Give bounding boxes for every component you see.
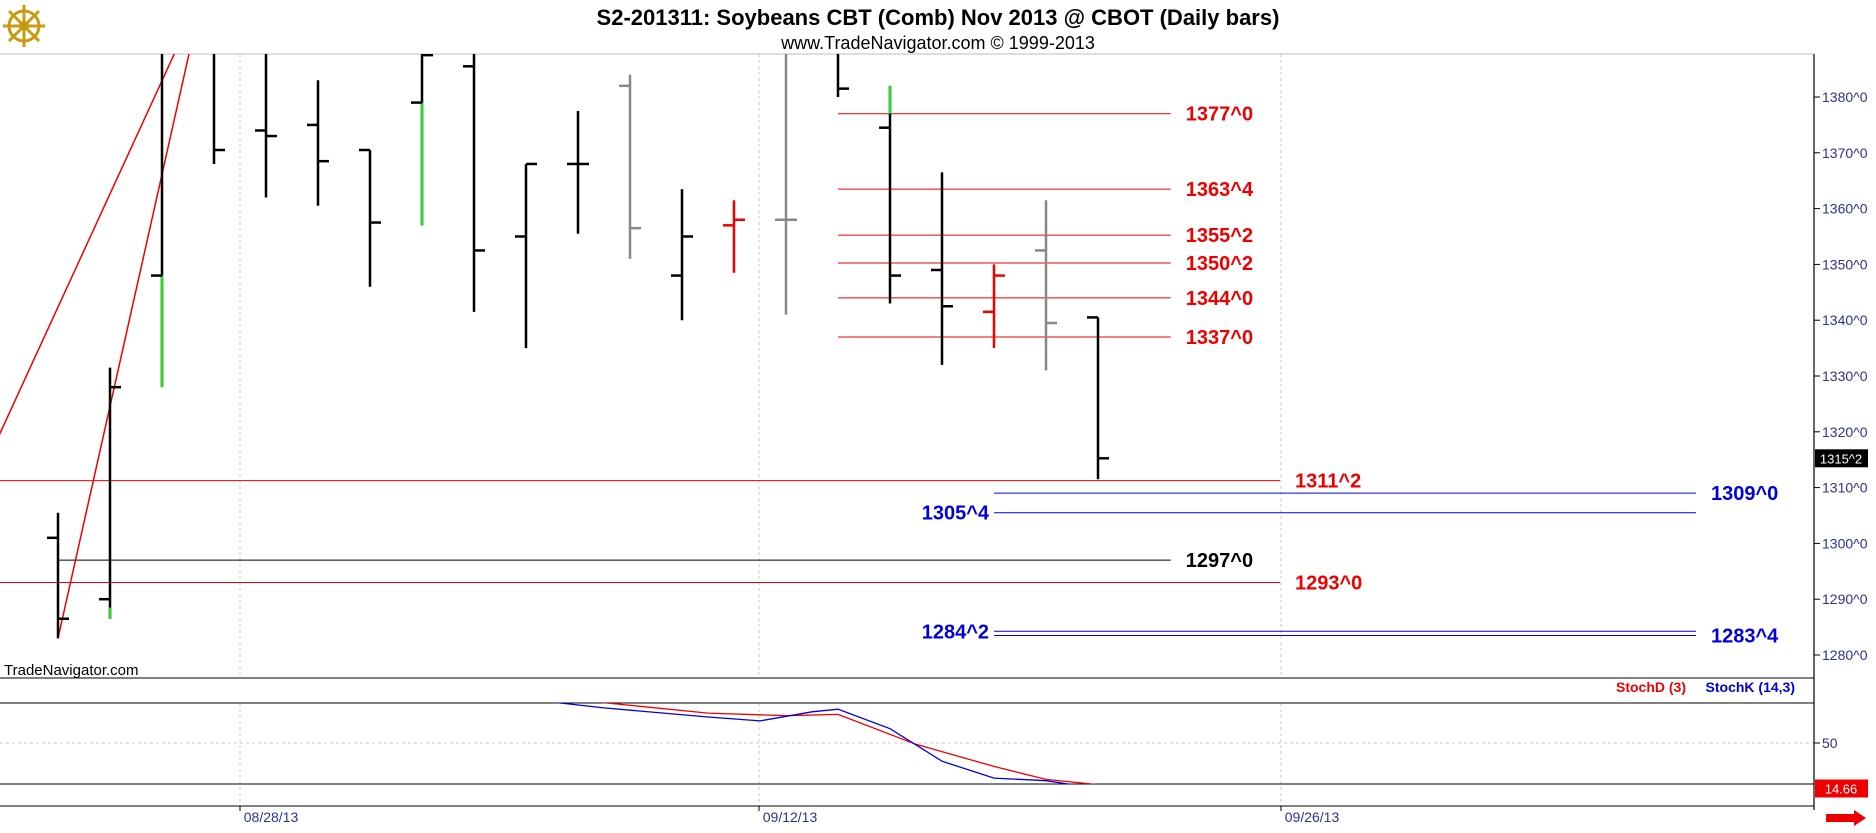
date-tick-label: 08/28/13 — [244, 809, 299, 825]
price-bar — [255, 54, 277, 198]
support-resistance-levels — [0, 113, 1696, 636]
stochastic-axis-labels: 50 14.66 — [1814, 735, 1868, 798]
price-bar — [983, 264, 1005, 349]
stochastic-lines — [554, 703, 1099, 784]
price-bar — [212, 54, 225, 164]
price-bar — [411, 54, 433, 226]
price-bar — [151, 54, 164, 388]
level-label: 1309^0 — [1711, 483, 1778, 505]
date-tick-label: 09/12/13 — [763, 809, 818, 825]
legend-stochk: StochK (14,3) — [1706, 679, 1795, 695]
price-bar — [671, 189, 693, 321]
level-label: 1293^0 — [1295, 572, 1362, 594]
level-label: 1284^2 — [922, 621, 989, 643]
price-grid — [239, 54, 1282, 678]
watermark: TradeNavigator.com — [4, 662, 139, 679]
price-bar — [99, 367, 121, 619]
price-bar — [359, 148, 381, 287]
stochastic-grid — [0, 703, 1814, 806]
level-label: 1363^4 — [1186, 179, 1254, 201]
level-label: 1283^4 — [1711, 625, 1779, 647]
level-label: 1311^2 — [1295, 471, 1361, 493]
price-tick-label: 1350^0 — [1822, 256, 1868, 272]
trend-line — [0, 54, 176, 436]
price-tick-label: 1340^0 — [1822, 312, 1868, 328]
last-stochastic-marker — [1815, 779, 1868, 798]
price-bar — [463, 54, 485, 312]
price-tick-label: 1310^0 — [1822, 480, 1868, 496]
stochastic-line — [599, 703, 1099, 784]
price-tick-label: 1280^0 — [1822, 647, 1868, 663]
last-stochastic-label: 14.66 — [1825, 782, 1858, 797]
price-bar — [619, 74, 641, 259]
stochastic-line — [554, 703, 1073, 784]
price-bars — [47, 54, 1109, 639]
chart-subtitle: www.TradeNavigator.com © 1999-2013 — [780, 33, 1095, 53]
price-tick-label: 1370^0 — [1822, 145, 1868, 161]
level-label: 1344^0 — [1186, 288, 1253, 310]
trend-lines — [0, 54, 190, 639]
ship-wheel-logo-icon — [3, 5, 45, 47]
price-bar — [1035, 200, 1057, 371]
price-bar — [47, 512, 69, 639]
price-bar — [775, 54, 797, 315]
last-price-marker — [1815, 449, 1868, 468]
arrow-right-icon[interactable] — [1826, 810, 1866, 826]
stochastic-tick-label: 50 — [1822, 735, 1838, 751]
price-tick-label: 1290^0 — [1822, 591, 1868, 607]
level-label: 1355^2 — [1186, 225, 1253, 247]
price-bar — [879, 85, 901, 304]
price-tick-label: 1330^0 — [1822, 368, 1868, 384]
level-label: 1297^0 — [1186, 550, 1253, 572]
level-label: 1305^4 — [922, 503, 990, 525]
price-bar — [931, 172, 953, 365]
price-tick-label: 1360^0 — [1822, 201, 1868, 217]
chart-title: S2-201311: Soybeans CBT (Comb) Nov 2013 … — [597, 5, 1280, 30]
price-bar — [515, 162, 537, 349]
price-axis-labels: 1380^0 1370^0 1360^0 1350^0 1340^0 1330^0 1320… — [922, 89, 1868, 663]
legend-stochd: StochD (3) — [1616, 679, 1686, 695]
level-label: 1377^0 — [1186, 104, 1253, 126]
price-tick-label: 1320^0 — [1822, 424, 1868, 440]
price-tick-label: 1300^0 — [1822, 535, 1868, 551]
price-tick-label: 1380^0 — [1822, 89, 1868, 105]
level-label: 1337^0 — [1186, 327, 1253, 349]
price-bar — [567, 110, 589, 234]
level-label: 1350^2 — [1186, 253, 1253, 275]
price-bar — [836, 54, 849, 97]
last-price-label: 1315^2 — [1820, 451, 1862, 466]
price-bar — [723, 200, 745, 273]
trend-line — [57, 54, 190, 639]
date-axis-labels: 08/28/13 09/12/13 09/26/13 — [239, 806, 1340, 825]
date-tick-label: 09/26/13 — [1285, 809, 1340, 825]
price-bar — [307, 80, 329, 206]
price-bar — [1087, 316, 1109, 480]
